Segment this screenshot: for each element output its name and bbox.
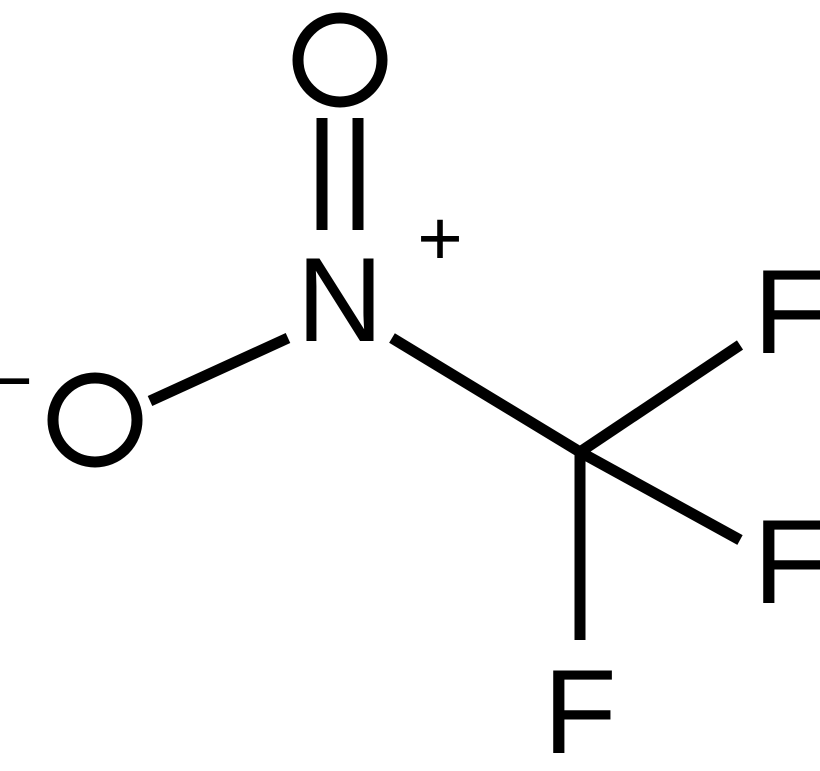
fluorine-lower-right-label: F bbox=[753, 495, 820, 629]
nitrogen-charge: + bbox=[417, 194, 463, 282]
chemical-structure-diagram: N + − F F F bbox=[0, 0, 820, 771]
nitrogen-label: N bbox=[297, 233, 384, 367]
bond-c-f-lower-right bbox=[580, 452, 740, 540]
bond-n-c bbox=[392, 338, 580, 452]
fluorine-upper-right-label: F bbox=[753, 245, 820, 379]
oxygen-top-ring bbox=[298, 18, 382, 102]
bond-n-o-single bbox=[150, 338, 288, 401]
oxygen-left-ring bbox=[53, 378, 137, 462]
fluorine-bottom-label: F bbox=[543, 645, 616, 771]
oxygen-left-charge: − bbox=[0, 336, 33, 424]
bond-c-f-upper-right bbox=[580, 345, 740, 452]
